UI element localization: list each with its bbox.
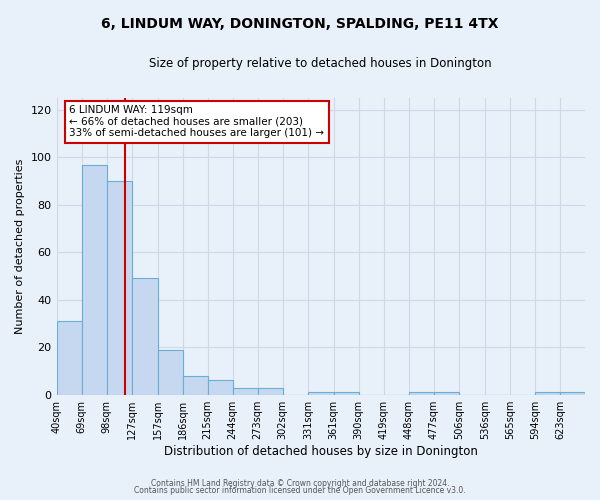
Title: Size of property relative to detached houses in Donington: Size of property relative to detached ho…	[149, 58, 492, 70]
Text: Contains HM Land Registry data © Crown copyright and database right 2024.: Contains HM Land Registry data © Crown c…	[151, 478, 449, 488]
Bar	[334, 392, 359, 394]
X-axis label: Distribution of detached houses by size in Donington: Distribution of detached houses by size …	[164, 444, 478, 458]
Bar	[82, 164, 107, 394]
Y-axis label: Number of detached properties: Number of detached properties	[15, 158, 25, 334]
Bar	[308, 392, 334, 394]
Bar	[560, 392, 585, 394]
Bar	[158, 350, 182, 395]
Bar	[233, 388, 258, 394]
Text: 6 LINDUM WAY: 119sqm
← 66% of detached houses are smaller (203)
33% of semi-deta: 6 LINDUM WAY: 119sqm ← 66% of detached h…	[70, 105, 325, 138]
Bar	[56, 321, 82, 394]
Text: Contains public sector information licensed under the Open Government Licence v3: Contains public sector information licen…	[134, 486, 466, 495]
Bar	[535, 392, 560, 394]
Bar	[409, 392, 434, 394]
Bar	[434, 392, 459, 394]
Bar	[107, 181, 131, 394]
Bar	[131, 278, 158, 394]
Text: 6, LINDUM WAY, DONINGTON, SPALDING, PE11 4TX: 6, LINDUM WAY, DONINGTON, SPALDING, PE11…	[101, 18, 499, 32]
Bar	[182, 376, 208, 394]
Bar	[208, 380, 233, 394]
Bar	[258, 388, 283, 394]
